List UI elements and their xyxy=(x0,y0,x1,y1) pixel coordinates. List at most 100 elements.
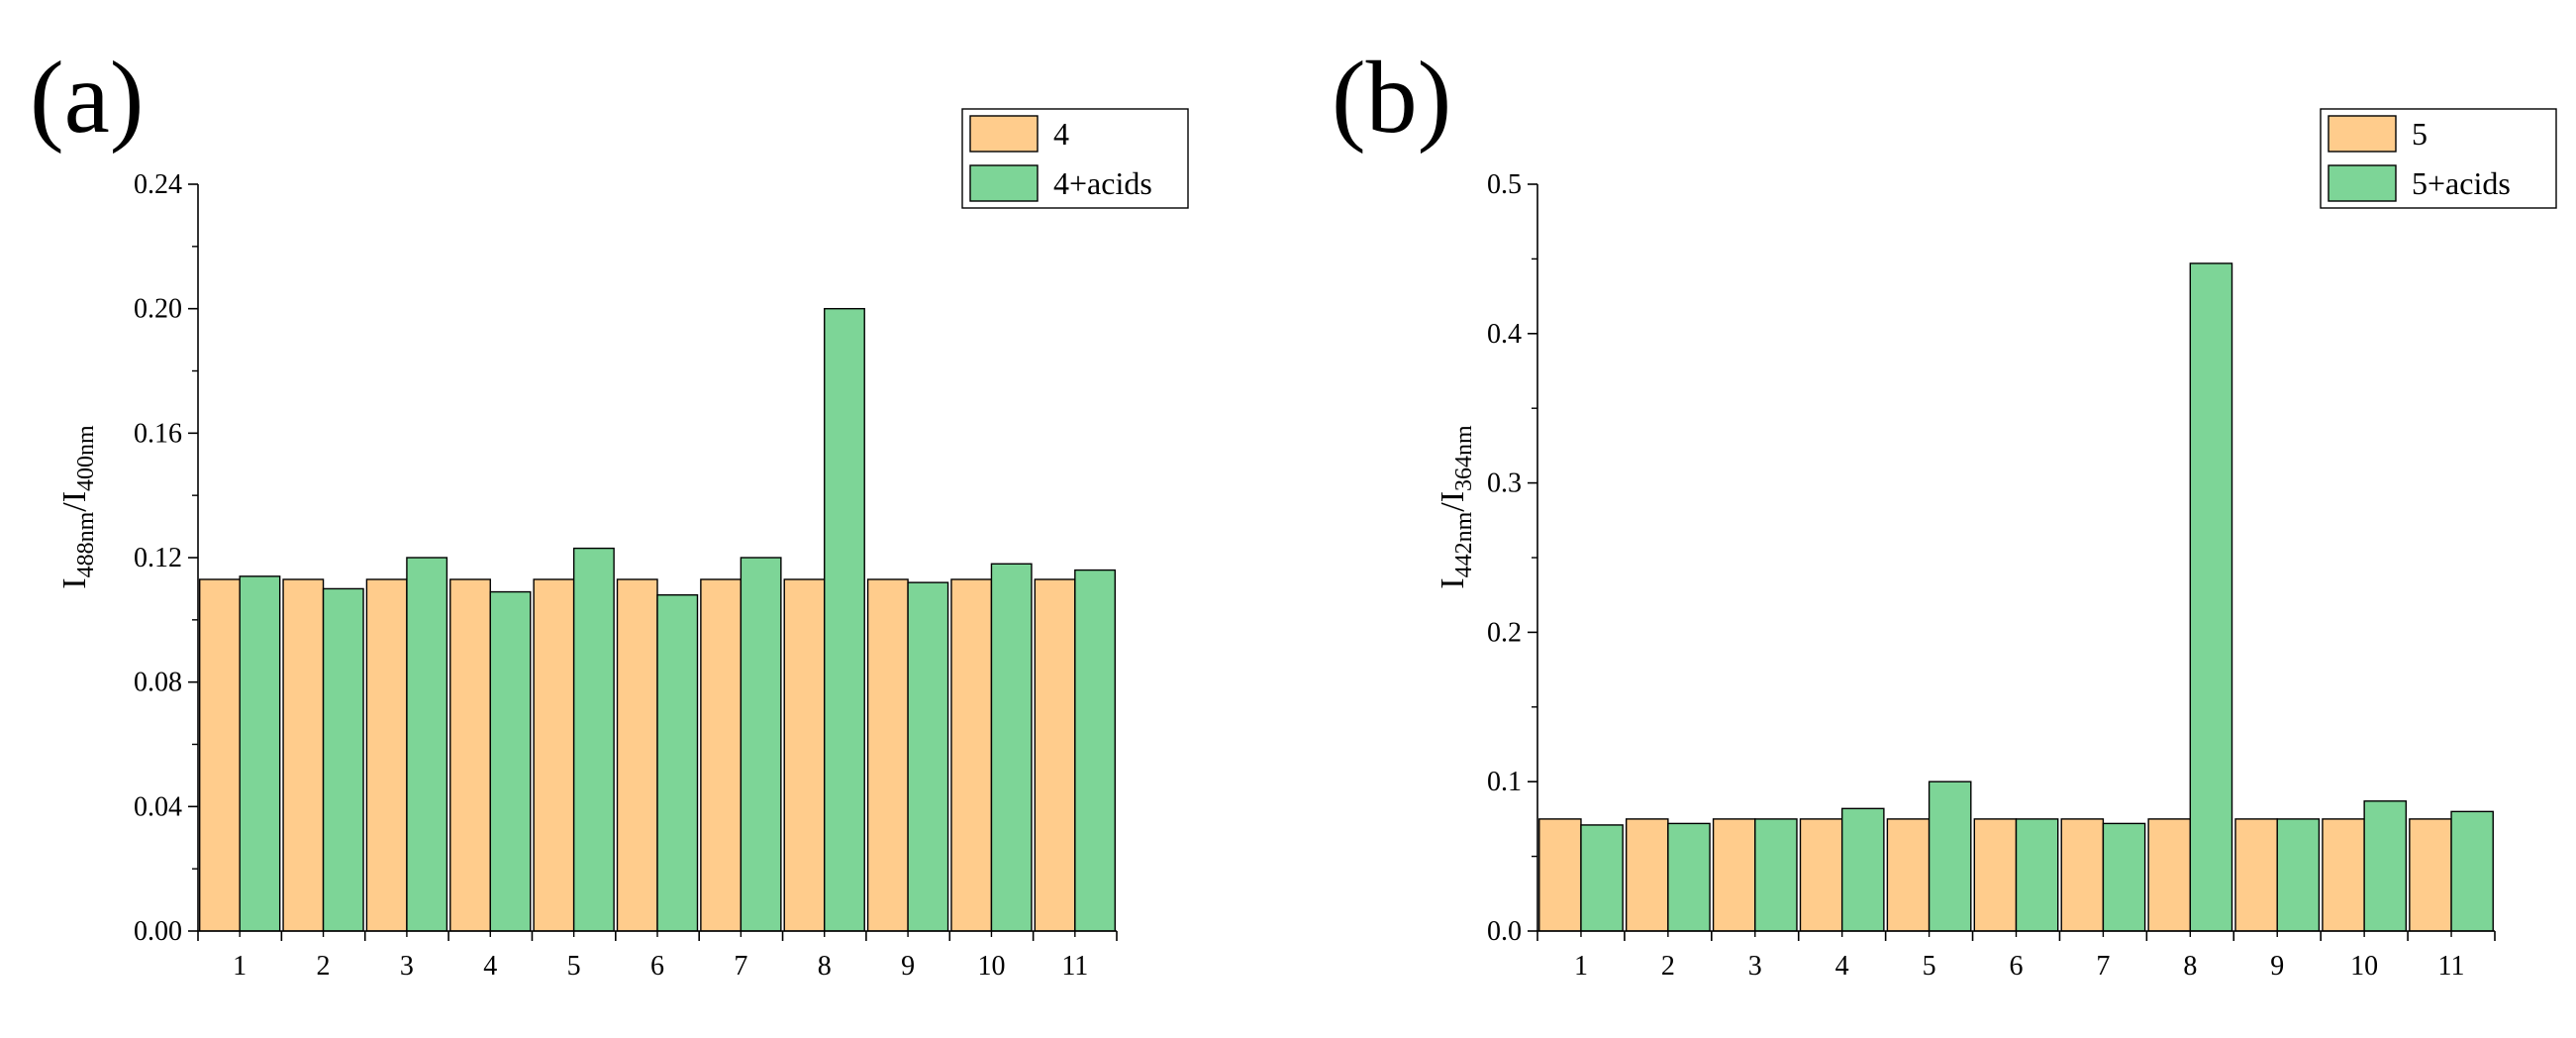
bar-a-4-acids-cat-4 xyxy=(489,590,532,932)
x-tick-label-a: 9 xyxy=(901,951,915,982)
x-tick-label-a: 4 xyxy=(483,951,497,982)
bar-a-4-acids-cat-2 xyxy=(322,587,364,932)
bar-a-4-cat-6 xyxy=(616,578,658,932)
bar-a-4-acids-cat-9 xyxy=(907,581,949,932)
y-axis-title-b-sub2: 364nm xyxy=(1451,425,1477,491)
y-tick-label-a: 0.24 xyxy=(134,169,182,200)
bar-b-5-cat-10 xyxy=(2322,818,2365,932)
legend-swatch-a-1 xyxy=(969,164,1039,202)
y-tick-label-b: 0.4 xyxy=(1487,319,1522,350)
chart-panel-b: (b) I442nm/I364nm 0.0 0.1 0.2 0.3 0.4 0.5 1 2 3 4… xyxy=(1332,41,2557,982)
y-tick-label-a: 0.00 xyxy=(134,916,182,947)
x-tick-label-b: 3 xyxy=(1748,951,1762,982)
bar-b-5-cat-8 xyxy=(2147,818,2192,932)
bar-a-4-cat-10 xyxy=(950,578,993,932)
x-tick-label-a: 2 xyxy=(317,951,331,982)
bar-b-5-cat-2 xyxy=(1625,818,1669,932)
legend-a: 4 4+acids xyxy=(961,108,1189,209)
bar-b-5-acids-cat-9 xyxy=(2276,818,2321,932)
bar-a-4-cat-7 xyxy=(700,578,743,932)
panel-label-a: (a) xyxy=(30,41,144,155)
legend-label-a-0: 4 xyxy=(1053,116,1069,152)
x-tick-label-a: 1 xyxy=(233,951,247,982)
bars-b xyxy=(1538,262,2494,932)
y-tick-label-a: 0.12 xyxy=(134,543,182,573)
y-axis-title-b-sub1: 442nm xyxy=(1451,511,1477,577)
x-tick-label-b: 10 xyxy=(2350,951,2378,982)
y-tick-label-b: 0.0 xyxy=(1487,916,1522,947)
y-tick-label-a: 0.16 xyxy=(134,418,182,449)
x-tick-label-a: 10 xyxy=(977,951,1005,982)
x-tick-label-a: 6 xyxy=(650,951,664,982)
bar-b-5-acids-cat-5 xyxy=(1928,780,1972,932)
bar-b-5-cat-3 xyxy=(1712,818,1756,932)
bar-b-5-cat-9 xyxy=(2234,818,2278,932)
y-axis-title-b: I442nm/I364nm xyxy=(1435,425,1477,589)
bar-a-4-acids-cat-5 xyxy=(572,547,615,932)
bar-b-5-cat-6 xyxy=(1973,818,2018,932)
chart-panel-a: (a) I488nm/I400nm 0.000.040.080.120.160.… xyxy=(30,41,1189,982)
x-tick-label-b: 4 xyxy=(1835,951,1849,982)
bar-a-4-acids-cat-7 xyxy=(740,557,782,932)
bar-b-5-acids-cat-1 xyxy=(1580,824,1624,932)
y-axis-title-b-main1: I xyxy=(1435,577,1471,588)
x-tick-label-b: 5 xyxy=(1923,951,1936,982)
bar-a-4-cat-11 xyxy=(1034,578,1076,932)
x-tick-label-a: 7 xyxy=(734,951,747,982)
y-axis-title-a: I488nm/I400nm xyxy=(56,425,99,589)
bar-a-4-cat-9 xyxy=(866,578,909,932)
y-tick-label-a: 0.20 xyxy=(134,294,182,325)
panel-label-b: (b) xyxy=(1332,41,1451,155)
x-tick-label-a: 5 xyxy=(567,951,581,982)
legend-label-a-1: 4+acids xyxy=(1053,165,1152,201)
bar-b-5-cat-7 xyxy=(2060,818,2105,932)
bar-b-5-acids-cat-6 xyxy=(2015,818,2059,932)
y-axis-title-a-sub1: 488nm xyxy=(73,511,99,577)
y-tick-label-b: 0.1 xyxy=(1487,767,1522,797)
bar-a-4-cat-3 xyxy=(365,578,408,932)
bar-a-4-cat-2 xyxy=(282,578,325,932)
x-tick-label-b: 8 xyxy=(2183,951,2197,982)
x-tick-label-b: 7 xyxy=(2096,951,2110,982)
y-tick-label-b: 0.2 xyxy=(1487,617,1522,648)
bar-b-5-acids-cat-7 xyxy=(2102,822,2146,932)
x-tick-label-a: 3 xyxy=(400,951,414,982)
bar-a-4-cat-8 xyxy=(783,578,826,932)
bar-a-4-acids-cat-10 xyxy=(990,563,1033,932)
bar-b-5-cat-1 xyxy=(1538,818,1582,932)
x-tick-label-a: 8 xyxy=(818,951,832,982)
x-tick-label-a: 11 xyxy=(1061,951,1088,982)
legend-b: 5 5+acids xyxy=(2320,108,2557,209)
x-tick-label-b: 2 xyxy=(1661,951,1675,982)
axes-a: 0.00 0.04 0.08 0.12 0.16 0.20 0.24 1 2 3 4 5 6 7 8 9 10 1… xyxy=(134,169,1118,982)
bar-b-5-acids-cat-10 xyxy=(2363,800,2408,932)
bar-b-5-acids-cat-8 xyxy=(2189,262,2233,932)
y-tick-label-b: 0.3 xyxy=(1487,468,1522,499)
bar-b-5-acids-cat-2 xyxy=(1667,822,1711,932)
axes-b: 0.0 0.1 0.2 0.3 0.4 0.5 1 2 3 4 5 6 7 8 9 10 11 xyxy=(1487,169,2496,982)
bar-b-5-cat-4 xyxy=(1799,818,1843,932)
bar-b-5-acids-cat-4 xyxy=(1840,807,1885,932)
y-axis-title-b-slash: /I xyxy=(1435,491,1471,512)
legend-label-b-0: 5 xyxy=(2412,116,2427,152)
bar-b-5-acids-cat-3 xyxy=(1754,818,1798,932)
svg-text:I488nm/I400nm: I488nm/I400nm xyxy=(56,425,99,589)
x-tick-label-b: 11 xyxy=(2438,951,2465,982)
x-tick-label-b: 1 xyxy=(1574,951,1588,982)
legend-swatch-b-0 xyxy=(2328,115,2397,153)
bar-b-5-cat-11 xyxy=(2409,818,2452,932)
bar-a-4-cat-5 xyxy=(533,578,575,932)
bars-a xyxy=(198,307,1117,932)
x-tick-label-b: 6 xyxy=(2010,951,2024,982)
bar-a-4-cat-1 xyxy=(198,578,241,932)
bar-a-4-acids-cat-6 xyxy=(656,594,699,932)
y-tick-label-a: 0.08 xyxy=(134,668,182,698)
y-axis-title-a-slash: /I xyxy=(56,491,93,512)
bar-b-5-cat-5 xyxy=(1886,818,1931,932)
bar-a-4-acids-cat-1 xyxy=(239,575,281,932)
legend-swatch-b-1 xyxy=(2328,164,2397,202)
bar-b-5-acids-cat-11 xyxy=(2450,810,2494,932)
bar-a-4-acids-cat-11 xyxy=(1074,569,1117,932)
legend-swatch-a-0 xyxy=(969,115,1039,153)
